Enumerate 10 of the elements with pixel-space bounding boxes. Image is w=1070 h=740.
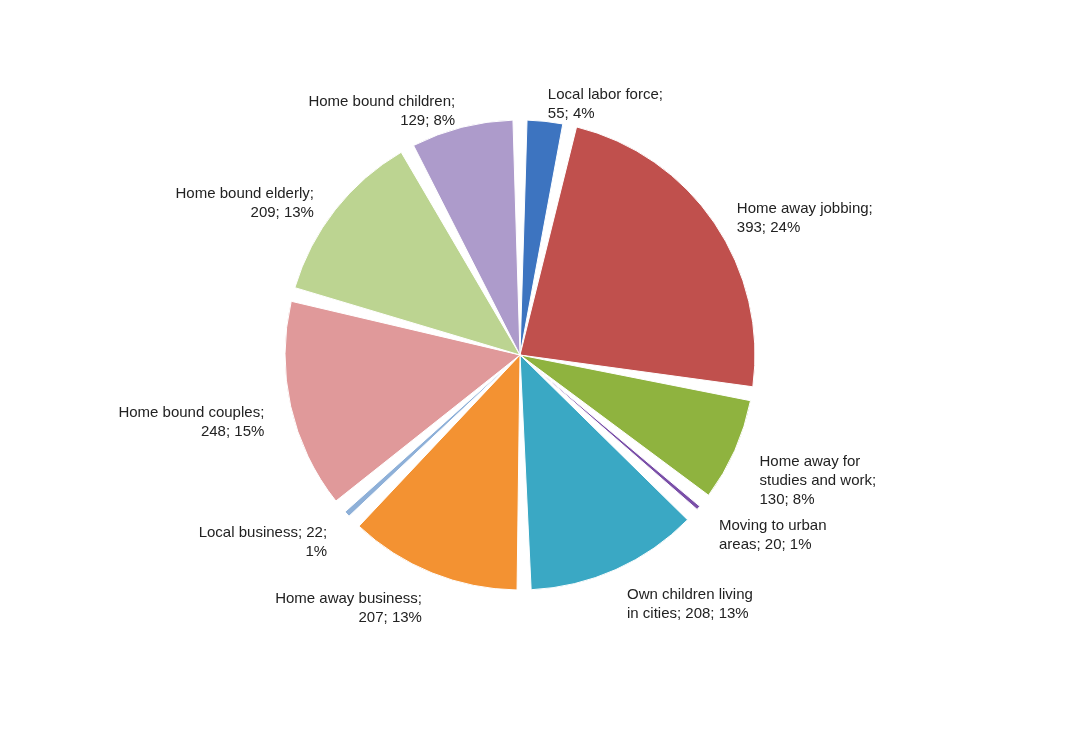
slice-label: Home bound couples; 248; 15% <box>118 403 265 440</box>
slice-label: Local labor force; 55; 4% <box>547 85 663 122</box>
slice-label: Local business; 22; 1% <box>198 523 328 560</box>
slice-label: Home away jobbing; 393; 24% <box>736 198 873 235</box>
slice-label: Home bound elderly; 209; 13% <box>175 184 314 221</box>
slice-label: Moving to urban areas; 20; 1% <box>718 516 827 553</box>
slice-label: Home away for studies and work; 130; 8% <box>759 452 877 508</box>
slice-label: Home bound children; 129; 8% <box>308 92 456 129</box>
slice-label: Home away business; 207; 13% <box>275 588 422 625</box>
slice-label: Own children living in cities; 208; 13% <box>626 585 753 622</box>
